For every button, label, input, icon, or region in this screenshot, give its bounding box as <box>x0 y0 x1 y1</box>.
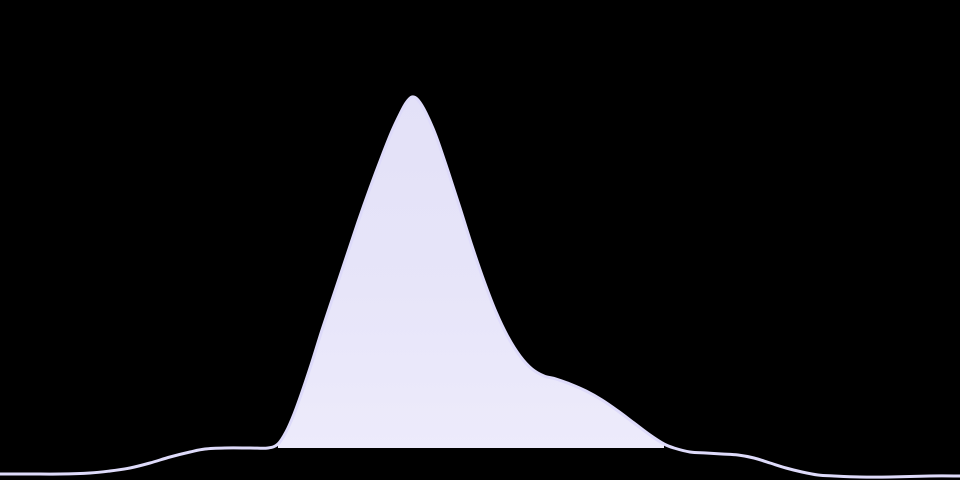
area-fill-region <box>278 96 664 448</box>
density-curve-line <box>0 95 960 479</box>
